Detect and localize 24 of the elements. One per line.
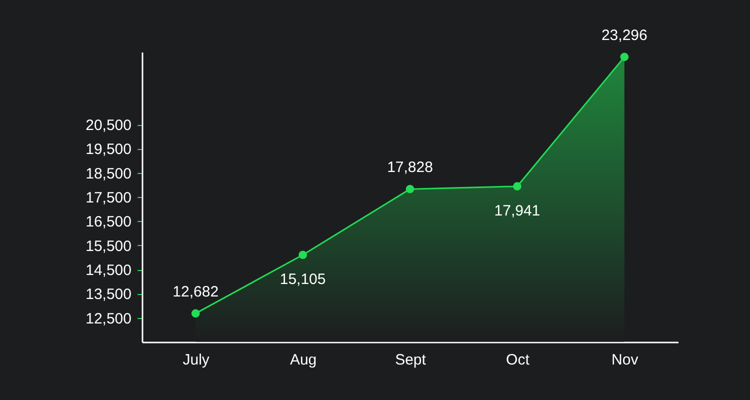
- data-label: 17,828: [387, 159, 433, 176]
- y-tick-label: 17,500: [86, 190, 132, 206]
- y-tick-label: 18,500: [86, 165, 132, 182]
- point: [406, 184, 414, 194]
- x-tick-label: Nov: [612, 352, 639, 368]
- point: [620, 52, 629, 62]
- data-label: 12,682: [172, 283, 219, 300]
- y-tick-label: 14,500: [86, 262, 132, 279]
- x-tick-label: Aug: [290, 352, 317, 368]
- point: [298, 250, 307, 260]
- x-tick-label: Oct: [506, 352, 530, 368]
- y-tick-label: 20,500: [86, 117, 132, 134]
- y-tick-label: 13,500: [86, 286, 132, 304]
- data-label: 23,296: [601, 26, 648, 44]
- data-label: 15,105: [280, 270, 326, 288]
- data-label: 17,941: [494, 202, 540, 220]
- y-tick-label: 15,500: [86, 238, 132, 255]
- point: [513, 182, 522, 191]
- y-tick-label: 16,500: [86, 214, 132, 231]
- x-tick-label: Sept: [395, 352, 427, 368]
- y-tick-label: 19,500: [86, 141, 132, 158]
- point: [191, 309, 200, 318]
- y-tick-label: 12,500: [86, 310, 132, 328]
- x-tick-label: July: [182, 352, 210, 368]
